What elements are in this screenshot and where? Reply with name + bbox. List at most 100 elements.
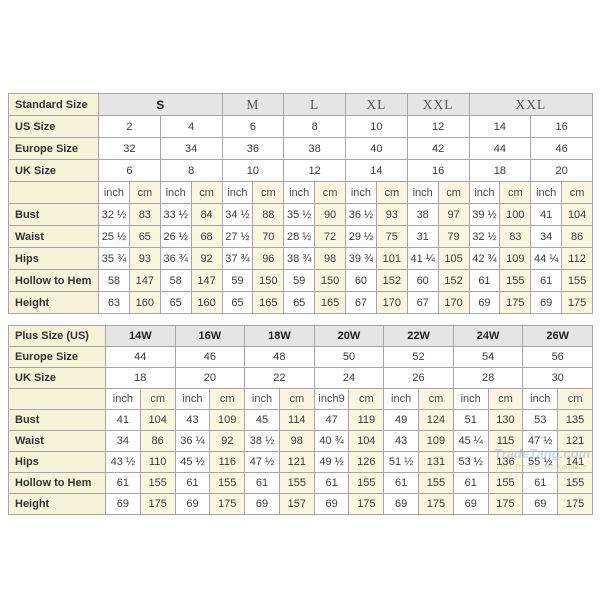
- measurement-row: Waist 34 86 36 ¼ 92 38 ½ 98 40 ¾ 104 43 109 45 ¼ 115…: [8, 430, 593, 452]
- size-value-cell: 18: [105, 367, 176, 389]
- size-row: Europe Size 32 34 36 38 40 42 44 46: [8, 137, 593, 160]
- measurement-value-cell: 115: [487, 430, 524, 452]
- size-value-cell: 10: [221, 159, 285, 182]
- unit-cell: inch: [522, 388, 559, 410]
- size-value-cell: 12: [283, 159, 346, 182]
- measurement-value-cell: 136: [487, 451, 524, 473]
- row-label: Waist: [8, 430, 106, 452]
- measurement-value-cell: 93: [128, 247, 161, 270]
- unit-cell: inch: [98, 181, 130, 204]
- measurement-value-cell: 155: [139, 472, 176, 494]
- measurement-value-cell: 47 ½: [244, 451, 280, 473]
- measurement-value-cell: 53: [522, 409, 559, 431]
- size-value-cell: 40: [345, 137, 408, 160]
- measurement-value-cell: 69: [530, 291, 563, 314]
- size-value-cell: 38: [283, 137, 346, 160]
- size-value-cell: 48: [244, 346, 315, 368]
- measurement-value-cell: 67: [345, 291, 377, 314]
- measurement-row: Hips 43 ½ 110 45 ½ 116 47 ½ 121 49 ½ 126 51 ½ 131 5…: [8, 451, 593, 473]
- size-group-label: 22W: [383, 325, 454, 347]
- size-group-label: 18W: [244, 325, 315, 347]
- measurement-value-cell: 25 ½: [98, 225, 130, 248]
- measurement-value-cell: 43 ½: [105, 451, 141, 473]
- size-row: US Size 2 4 6 8 10 12 14 16: [8, 115, 593, 138]
- measurement-value-cell: 34: [530, 225, 563, 248]
- size-value-cell: 44: [468, 137, 532, 160]
- measurement-value-cell: 69: [522, 493, 559, 515]
- measurement-value-cell: 32 ½: [98, 203, 130, 226]
- measurement-value-cell: 69: [244, 493, 280, 515]
- unit-cell: cm: [128, 181, 161, 204]
- measurement-value-cell: 155: [418, 472, 454, 494]
- measurement-value-cell: 36 ¼: [174, 430, 211, 452]
- corner-label: Plus Size (US): [8, 325, 106, 347]
- size-group-header-row: Plus Size (US) 14W 16W 18W 20W 22W 24W 26W: [8, 325, 593, 347]
- measurement-value-cell: 67: [406, 291, 439, 314]
- measurement-value-cell: 38 ¾: [283, 247, 316, 270]
- measurement-value-cell: 124: [418, 409, 454, 431]
- measurement-value-cell: 109: [209, 409, 246, 431]
- unit-row: inch cm inch cm inch cm inch9 cm inch cm inch cm inc…: [8, 388, 593, 410]
- unit-cell: cm: [437, 181, 470, 204]
- measurement-value-cell: 98: [314, 247, 346, 270]
- measurement-value-cell: 38: [406, 203, 439, 226]
- size-value-cell: 12: [406, 115, 470, 138]
- measurement-value-cell: 100: [499, 203, 532, 226]
- unit-cell: inch: [283, 181, 316, 204]
- measurement-value-cell: 34 ½: [221, 203, 254, 226]
- unit-row-corner: [8, 388, 106, 410]
- unit-cell: inch: [383, 388, 420, 410]
- size-value-cell: 8: [283, 115, 346, 138]
- measurement-value-cell: 130: [487, 409, 524, 431]
- measurement-value-cell: 135: [557, 409, 593, 431]
- measurement-value-cell: 155: [557, 472, 593, 494]
- measurement-value-cell: 44 ¼: [530, 247, 563, 270]
- measurement-value-cell: 147: [190, 269, 223, 292]
- size-row: UK Size 6 8 10 12 14 16 18 20: [8, 159, 593, 182]
- measurement-value-cell: 69: [468, 291, 501, 314]
- measurement-value-cell: 150: [314, 269, 346, 292]
- measurement-value-cell: 34: [105, 430, 141, 452]
- unit-cell: cm: [139, 388, 176, 410]
- measurement-value-cell: 61: [244, 472, 280, 494]
- measurement-value-cell: 155: [561, 269, 593, 292]
- row-label: Europe Size: [8, 137, 99, 160]
- unit-cell: cm: [314, 181, 346, 204]
- size-value-cell: 16: [530, 115, 593, 138]
- measurement-value-cell: 41: [530, 203, 563, 226]
- size-value-cell: 14: [345, 159, 408, 182]
- measurement-value-cell: 110: [139, 451, 176, 473]
- size-value-cell: 56: [522, 346, 593, 368]
- size-value-cell: 4: [159, 115, 223, 138]
- row-label: Hollow to Hem: [8, 472, 106, 494]
- size-value-cell: 20: [530, 159, 593, 182]
- measurement-value-cell: 35 ½: [283, 203, 316, 226]
- measurement-value-cell: 61: [522, 472, 559, 494]
- size-value-cell: 22: [244, 367, 315, 389]
- unit-cell: cm: [190, 181, 223, 204]
- measurement-value-cell: 109: [499, 247, 532, 270]
- measurement-value-cell: 69: [383, 493, 420, 515]
- size-value-cell: 54: [452, 346, 524, 368]
- size-value-cell: 44: [105, 346, 176, 368]
- measurement-row: Height 69 175 69 175 69 157 69 175 69 175 69 175 69 17…: [8, 493, 593, 515]
- size-group-label: 14W: [105, 325, 176, 347]
- measurement-value-cell: 86: [561, 225, 593, 248]
- measurement-value-cell: 104: [139, 409, 176, 431]
- size-value-cell: 52: [383, 346, 454, 368]
- size-group-label: XXL: [406, 93, 470, 116]
- measurement-value-cell: 65: [159, 291, 192, 314]
- measurement-value-cell: 45 ½: [174, 451, 211, 473]
- size-group-label: 26W: [522, 325, 593, 347]
- measurement-value-cell: 101: [375, 247, 408, 270]
- unit-row: inch cm inch cm inch cm inch cm inch cm inch cm inch…: [8, 181, 593, 204]
- measurement-value-cell: 61: [452, 472, 489, 494]
- unit-cell: cm: [348, 388, 385, 410]
- measurement-value-cell: 96: [252, 247, 285, 270]
- measurement-value-cell: 43: [174, 409, 211, 431]
- measurement-value-cell: 92: [209, 430, 246, 452]
- measurement-value-cell: 41 ¼: [406, 247, 439, 270]
- size-value-cell: 18: [468, 159, 532, 182]
- measurement-value-cell: 45: [244, 409, 280, 431]
